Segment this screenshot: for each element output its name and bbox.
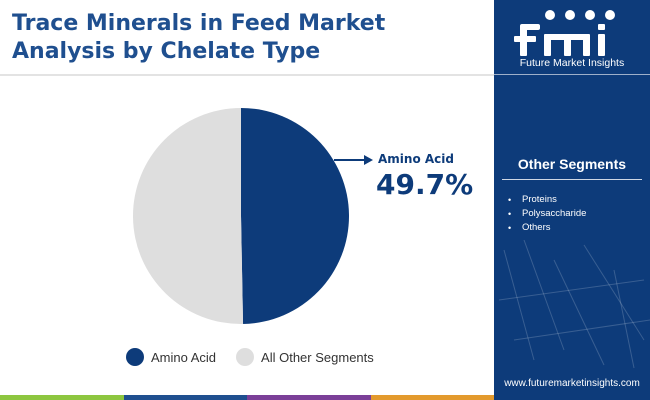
footer-color-segment xyxy=(123,395,247,400)
other-segments-list: Proteins Polysaccharide Others xyxy=(508,193,586,235)
logo-divider xyxy=(494,74,650,75)
legend-label-amino-acid: Amino Acid xyxy=(151,349,217,365)
sidebar: Future Market Insights Other Segments Pr… xyxy=(494,0,650,400)
footer-color-bar xyxy=(0,395,494,400)
other-segment-item: Polysaccharide xyxy=(508,207,586,221)
callout-label: Amino Acid xyxy=(378,152,454,166)
title-line-1: Trace Minerals in Feed Market xyxy=(12,11,386,36)
legend-swatch-all-other-segments xyxy=(236,348,255,366)
pie-slices xyxy=(133,108,350,324)
footer-color-segment xyxy=(247,395,371,400)
fmi-logo xyxy=(514,10,615,56)
title-line-2: Analysis by Chelate Type xyxy=(12,39,321,64)
page-title: Trace Minerals in Feed Market Analysis b… xyxy=(12,10,385,66)
chart-legend: Amino Acid All Other Segments xyxy=(126,348,394,366)
other-segments-title: Other Segments xyxy=(517,156,627,172)
title-divider xyxy=(0,74,494,76)
other-segments-underline xyxy=(502,179,642,180)
callout-arrow xyxy=(334,155,373,165)
website-link[interactable]: www.futuremarketinsights.com xyxy=(504,378,640,389)
chart-panel: Trace Minerals in Feed Market Analysis b… xyxy=(0,10,494,400)
pie-slice-all-other-segments xyxy=(133,108,244,324)
footer-color-segment xyxy=(0,395,124,400)
callout-value: 49.7% xyxy=(376,168,474,201)
decorative-network-lines xyxy=(498,240,650,369)
legend-item-amino-acid: Amino Acid xyxy=(126,348,216,366)
pie-slice-amino-acid xyxy=(241,108,350,324)
pie-chart xyxy=(133,108,373,324)
legend-label-all-other-segments: All Other Segments xyxy=(261,349,374,365)
other-segment-item: Proteins xyxy=(508,193,586,207)
brand-caption: Future Market Insights xyxy=(519,57,625,69)
footer-color-segment xyxy=(370,395,494,400)
legend-item-all-other-segments: All Other Segments xyxy=(236,348,374,366)
other-segment-item: Others xyxy=(508,221,586,235)
legend-swatch-amino-acid xyxy=(126,348,144,366)
